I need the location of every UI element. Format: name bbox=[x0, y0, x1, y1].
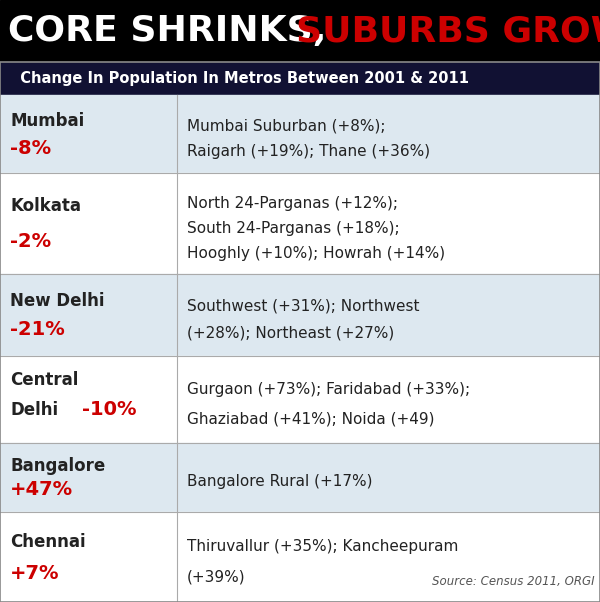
Bar bbox=[0, 356, 600, 443]
Text: Bangalore: Bangalore bbox=[10, 457, 105, 475]
Text: New Delhi: New Delhi bbox=[10, 292, 104, 310]
Text: +7%: +7% bbox=[10, 563, 59, 583]
Text: -8%: -8% bbox=[10, 138, 51, 158]
Text: Mumbai Suburban (+8%);: Mumbai Suburban (+8%); bbox=[187, 119, 386, 134]
Text: North 24-Parganas (+12%);: North 24-Parganas (+12%); bbox=[187, 196, 398, 211]
Text: Chennai: Chennai bbox=[10, 533, 86, 551]
Text: -2%: -2% bbox=[10, 232, 51, 251]
Bar bbox=[0, 512, 600, 602]
Bar bbox=[0, 173, 600, 274]
Text: CORE SHRINKS,: CORE SHRINKS, bbox=[8, 14, 339, 48]
Text: Source: Census 2011, ORGI: Source: Census 2011, ORGI bbox=[433, 575, 595, 588]
Text: -21%: -21% bbox=[10, 320, 65, 340]
Text: Thiruvallur (+35%); Kancheepuram: Thiruvallur (+35%); Kancheepuram bbox=[187, 539, 458, 554]
Bar bbox=[0, 95, 600, 173]
Text: Kolkata: Kolkata bbox=[10, 197, 81, 216]
Text: Gurgaon (+73%); Faridabad (+33%);: Gurgaon (+73%); Faridabad (+33%); bbox=[187, 382, 470, 397]
Text: Mumbai: Mumbai bbox=[10, 112, 84, 130]
Text: South 24-Parganas (+18%);: South 24-Parganas (+18%); bbox=[187, 221, 400, 236]
Text: Change In Population In Metros Between 2001 & 2011: Change In Population In Metros Between 2… bbox=[10, 71, 469, 86]
Text: Ghaziabad (+41%); Noida (+49): Ghaziabad (+41%); Noida (+49) bbox=[187, 411, 434, 426]
Text: +47%: +47% bbox=[10, 480, 73, 500]
Bar bbox=[0, 62, 600, 95]
Text: Central: Central bbox=[10, 371, 79, 389]
Text: (+39%): (+39%) bbox=[187, 569, 245, 584]
Text: Delhi: Delhi bbox=[10, 401, 58, 419]
Text: -10%: -10% bbox=[82, 400, 137, 420]
Text: (+28%); Northeast (+27%): (+28%); Northeast (+27%) bbox=[187, 326, 394, 341]
Bar bbox=[0, 62, 600, 602]
Text: Raigarh (+19%); Thane (+36%): Raigarh (+19%); Thane (+36%) bbox=[187, 144, 430, 160]
Bar bbox=[0, 274, 600, 356]
Text: Southwest (+31%); Northwest: Southwest (+31%); Northwest bbox=[187, 299, 419, 314]
Text: Bangalore Rural (+17%): Bangalore Rural (+17%) bbox=[187, 474, 373, 489]
Bar bbox=[0, 0, 600, 62]
Text: Hooghly (+10%); Howrah (+14%): Hooghly (+10%); Howrah (+14%) bbox=[187, 246, 445, 261]
Text: SUBURBS GROW: SUBURBS GROW bbox=[296, 14, 600, 48]
Bar bbox=[0, 443, 600, 512]
